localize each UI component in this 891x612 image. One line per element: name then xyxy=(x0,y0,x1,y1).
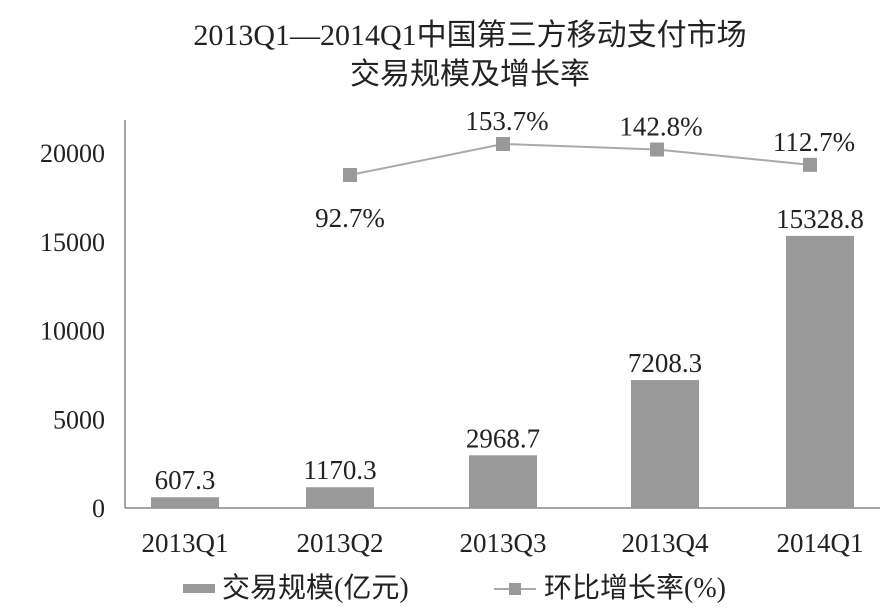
bar-data-label: 2968.7 xyxy=(466,423,540,453)
line-point xyxy=(343,167,357,182)
legend-line-marker xyxy=(509,583,521,595)
bar-data-label: 7208.3 xyxy=(628,348,702,378)
x-tick-label: 2013Q1 xyxy=(142,528,229,558)
legend: 交易规模(亿元) 环比增长率(%) xyxy=(183,572,726,604)
y-tick-label: 0 xyxy=(92,494,105,523)
y-tick-label: 15000 xyxy=(40,228,105,257)
line-data-label: 153.7% xyxy=(465,106,548,136)
legend-bar-label: 交易规模(亿元) xyxy=(222,572,409,604)
line-data-label: 142.8% xyxy=(619,112,702,142)
line-data-label: 112.7% xyxy=(773,127,855,157)
bar-data-label: 1170.3 xyxy=(303,455,376,485)
y-tick-label: 20000 xyxy=(40,139,105,168)
bar-data-label: 15328.8 xyxy=(776,204,864,234)
chart-title: 2013Q1—2014Q1中国第三方移动支付市场 xyxy=(193,19,746,52)
x-tick-label: 2013Q3 xyxy=(460,528,547,558)
y-tick-label: 10000 xyxy=(40,317,105,346)
bar xyxy=(306,487,374,508)
line-data-label: 92.7% xyxy=(315,203,385,233)
x-tick-label: 2013Q2 xyxy=(297,528,384,558)
bar xyxy=(786,235,854,508)
line-point xyxy=(650,142,664,157)
bar xyxy=(631,380,699,508)
chart-subtitle: 交易规模及增长率 xyxy=(350,58,590,91)
x-tick-label: 2013Q4 xyxy=(622,528,709,558)
y-tick-label: 5000 xyxy=(53,405,105,434)
line-point xyxy=(496,137,510,151)
bar-data-label: 607.3 xyxy=(155,465,216,495)
x-tick-label: 2014Q1 xyxy=(777,528,864,558)
bar xyxy=(151,497,219,508)
growth-line xyxy=(349,142,811,176)
bar xyxy=(469,455,537,508)
line-point xyxy=(803,157,817,172)
legend-line-label: 环比增长率(%) xyxy=(544,572,726,604)
legend-bar-swatch xyxy=(183,584,215,593)
